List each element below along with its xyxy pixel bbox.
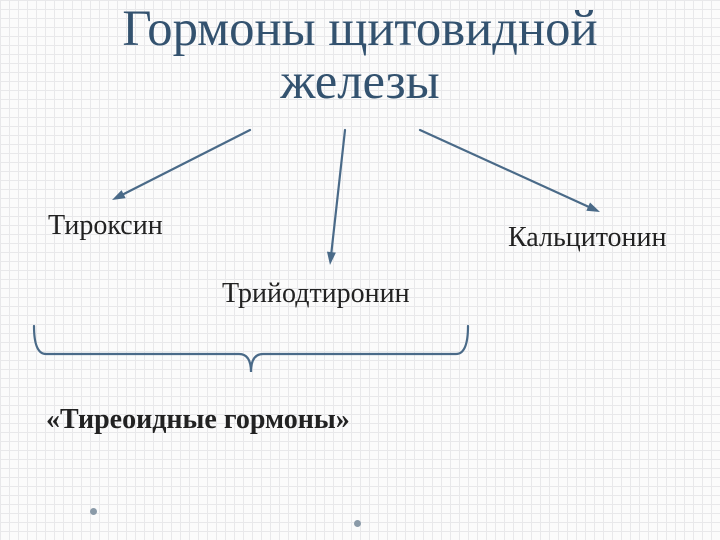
bullet-icon — [90, 508, 97, 515]
leaf-label-triyodtironin: Трийодтиронин — [222, 278, 410, 310]
group-label-tireoidnye: «Тиреоидные гормоны» — [46, 404, 350, 436]
leaf-label-tiroksin: Тироксин — [48, 210, 163, 242]
bullet-icon — [354, 520, 361, 527]
leaf-label-kalcitonin: Кальцитонин — [508, 222, 667, 254]
diagram-title: Гормоны щитовидной железы — [0, 2, 720, 108]
